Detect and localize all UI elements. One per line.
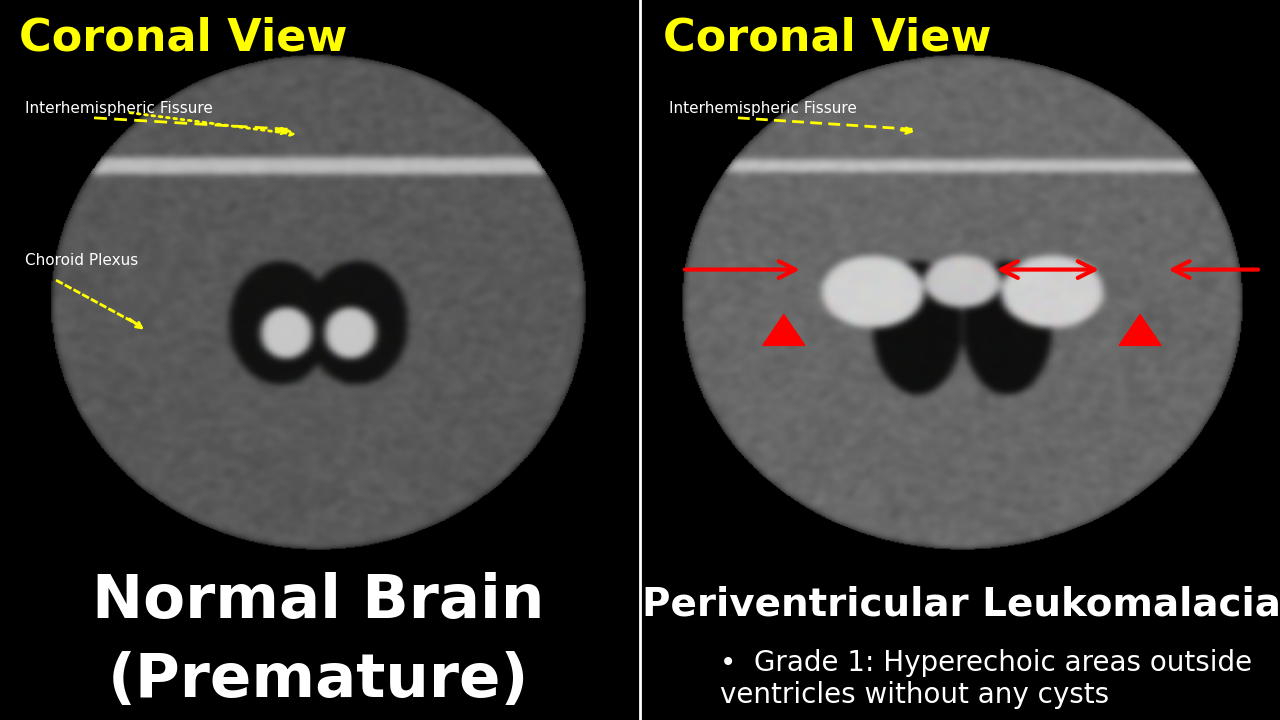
Text: Coronal View: Coronal View <box>19 17 348 60</box>
Text: Coronal View: Coronal View <box>663 17 992 60</box>
Text: Normal Brain: Normal Brain <box>92 572 544 631</box>
Text: •  Grade 1: Hyperechoic areas outside
ventricles without any cysts: • Grade 1: Hyperechoic areas outside ven… <box>721 649 1252 709</box>
Polygon shape <box>1119 315 1161 346</box>
Text: Interhemispheric Fissure: Interhemispheric Fissure <box>669 101 858 116</box>
Text: Periventricular Leukomalacia: Periventricular Leukomalacia <box>643 585 1280 624</box>
Text: Interhemispheric Fissure: Interhemispheric Fissure <box>26 101 214 116</box>
Text: (Premature): (Premature) <box>108 651 529 710</box>
Polygon shape <box>763 315 805 346</box>
Text: Choroid Plexus: Choroid Plexus <box>26 253 138 268</box>
